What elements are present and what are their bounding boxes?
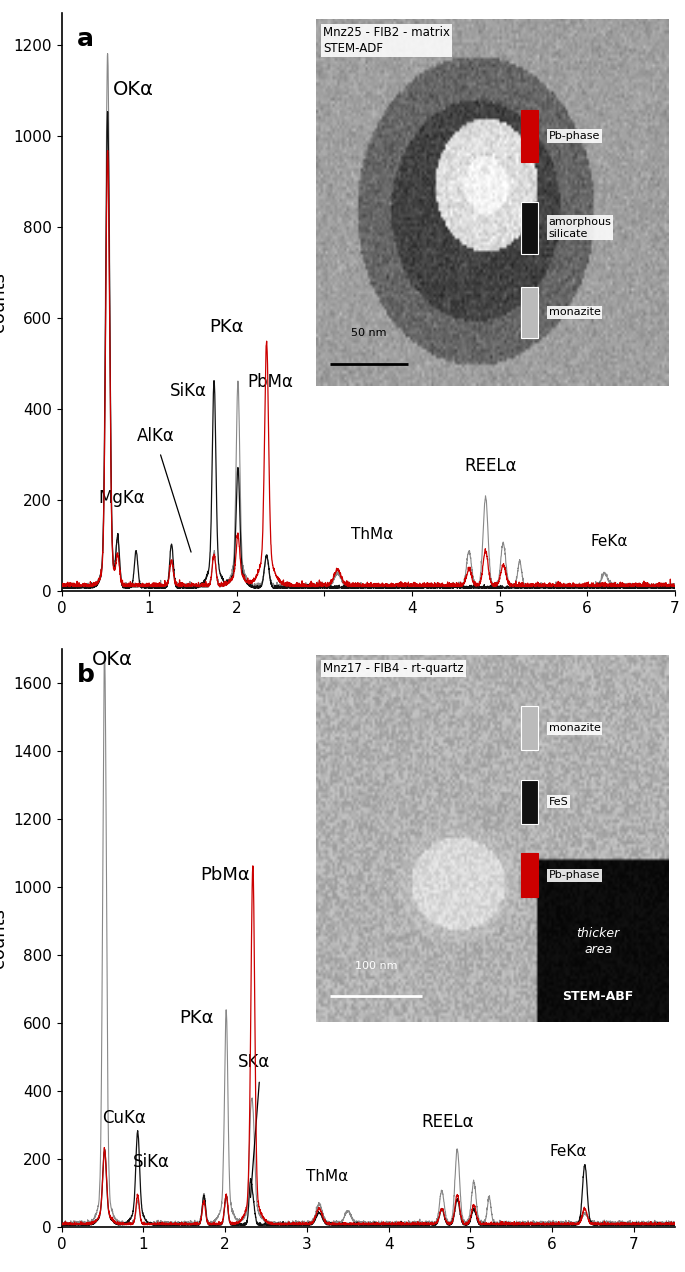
- Text: SiKα: SiKα: [133, 1154, 170, 1172]
- Y-axis label: counts: counts: [0, 272, 8, 332]
- Text: OKα: OKα: [113, 80, 154, 99]
- Text: CuKα: CuKα: [102, 1109, 146, 1127]
- Text: keV: keV: [308, 667, 341, 684]
- Text: SKα: SKα: [238, 1053, 270, 1071]
- Text: a: a: [77, 27, 94, 51]
- Text: FeKα: FeKα: [590, 534, 627, 550]
- Text: b: b: [77, 664, 95, 687]
- Text: OKα: OKα: [92, 650, 133, 669]
- Text: MgKα: MgKα: [98, 488, 145, 508]
- Text: AlKα: AlKα: [138, 427, 175, 445]
- Text: ThMα: ThMα: [351, 527, 394, 542]
- Text: PbMα: PbMα: [247, 373, 293, 391]
- Text: FeKα: FeKα: [549, 1145, 587, 1159]
- Text: ThMα: ThMα: [306, 1169, 349, 1184]
- Text: PKα: PKα: [209, 318, 244, 336]
- Text: PbMα: PbMα: [200, 866, 250, 884]
- Text: REELα: REELα: [464, 457, 517, 474]
- Text: REELα: REELα: [421, 1113, 474, 1131]
- Text: SiKα: SiKα: [170, 382, 207, 399]
- Y-axis label: counts: counts: [0, 908, 8, 968]
- Text: PKα: PKα: [179, 1009, 214, 1027]
